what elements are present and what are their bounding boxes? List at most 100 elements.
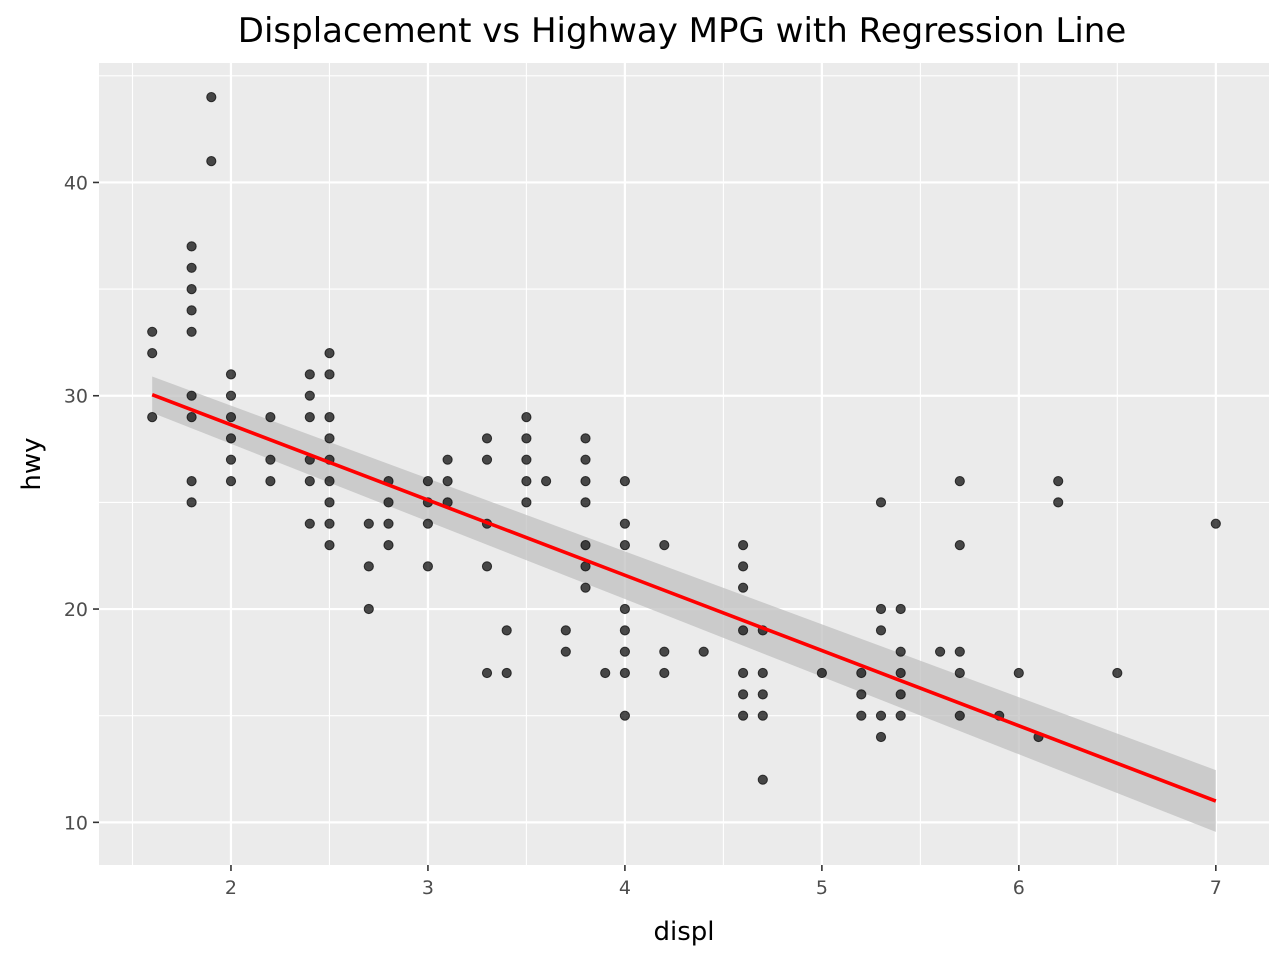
data-point [875, 731, 887, 743]
data-point [186, 305, 197, 316]
data-point [186, 241, 197, 252]
data-point [501, 625, 512, 636]
data-point [954, 476, 965, 487]
data-point [1053, 497, 1064, 508]
data-point [481, 667, 493, 679]
data-point [895, 689, 906, 700]
data-point [442, 454, 453, 465]
data-point [659, 667, 670, 679]
confidence-band [152, 376, 1216, 832]
data-point [875, 497, 887, 508]
data-point [521, 476, 532, 487]
data-point [738, 710, 749, 721]
data-point [580, 540, 591, 551]
y-tick-label: 10 [64, 812, 88, 834]
data-point [206, 92, 217, 103]
data-point [481, 454, 493, 465]
data-point [304, 412, 315, 423]
data-point [265, 476, 276, 487]
data-point [324, 476, 335, 487]
y-tick-label: 30 [64, 386, 88, 408]
data-point [324, 540, 335, 551]
x-tick-label: 7 [1210, 877, 1222, 899]
data-point [738, 561, 749, 572]
data-point [363, 603, 374, 615]
data-point [422, 476, 433, 487]
data-point [856, 710, 867, 721]
chart-title: Displacement vs Highway MPG with Regress… [238, 11, 1126, 51]
data-point [225, 454, 237, 465]
data-point [619, 667, 631, 679]
x-tick-label: 2 [225, 877, 237, 899]
data-point [206, 156, 217, 167]
data-point [560, 625, 571, 636]
y-axis-title: hwy [17, 437, 47, 490]
x-tick-label: 4 [619, 877, 631, 899]
data-point [1210, 518, 1221, 529]
data-point [304, 476, 315, 487]
data-point [580, 497, 591, 508]
data-point [698, 646, 709, 657]
data-point [383, 497, 394, 508]
confidence-band-group [152, 376, 1216, 832]
data-points [147, 92, 1221, 785]
data-point [659, 646, 670, 657]
data-point [324, 348, 335, 359]
data-point [383, 540, 394, 551]
data-point [186, 476, 197, 487]
data-point [757, 774, 768, 785]
data-point [383, 518, 394, 529]
x-axis-ticks: 2 3 4 5 6 7 [225, 865, 1222, 899]
data-point [738, 689, 749, 700]
data-point [147, 412, 158, 423]
data-point [875, 710, 887, 721]
data-point [757, 689, 768, 700]
data-point [738, 582, 749, 593]
data-point [225, 390, 237, 401]
data-point [225, 433, 237, 444]
y-axis-ticks: 10 20 30 40 [64, 172, 99, 834]
x-tick-label: 3 [422, 877, 434, 899]
data-point [324, 369, 335, 380]
data-point [619, 710, 631, 721]
data-point [954, 710, 965, 721]
data-point [324, 433, 335, 444]
data-point [816, 667, 828, 679]
data-point [895, 710, 906, 721]
data-point [147, 348, 158, 359]
data-point [422, 561, 433, 572]
data-point [521, 412, 532, 423]
data-point [324, 497, 335, 508]
data-point [225, 476, 237, 487]
data-point [619, 603, 631, 615]
data-point [521, 454, 532, 465]
data-point [225, 369, 237, 380]
data-point [895, 603, 906, 615]
data-point [619, 476, 631, 487]
data-point [186, 412, 197, 423]
x-tick-label: 6 [1013, 877, 1025, 899]
data-point [363, 518, 374, 529]
data-point [304, 369, 315, 380]
data-point [954, 667, 965, 679]
data-point [738, 540, 749, 551]
data-point [521, 497, 532, 508]
x-tick-label: 5 [816, 877, 828, 899]
data-point [324, 518, 335, 529]
data-point [600, 667, 611, 679]
data-point [422, 518, 433, 529]
data-point [186, 390, 197, 401]
y-tick-label: 20 [64, 599, 88, 621]
data-point [265, 454, 276, 465]
data-point [501, 667, 512, 679]
data-point [265, 412, 276, 423]
data-point [580, 433, 591, 444]
data-point [521, 433, 532, 444]
data-point [619, 646, 631, 657]
y-tick-label: 40 [64, 172, 88, 194]
regression-line [151, 392, 1217, 803]
data-point [186, 326, 197, 337]
data-point [1112, 667, 1123, 679]
x-axis-title: displ [653, 917, 714, 947]
data-point [757, 710, 768, 721]
